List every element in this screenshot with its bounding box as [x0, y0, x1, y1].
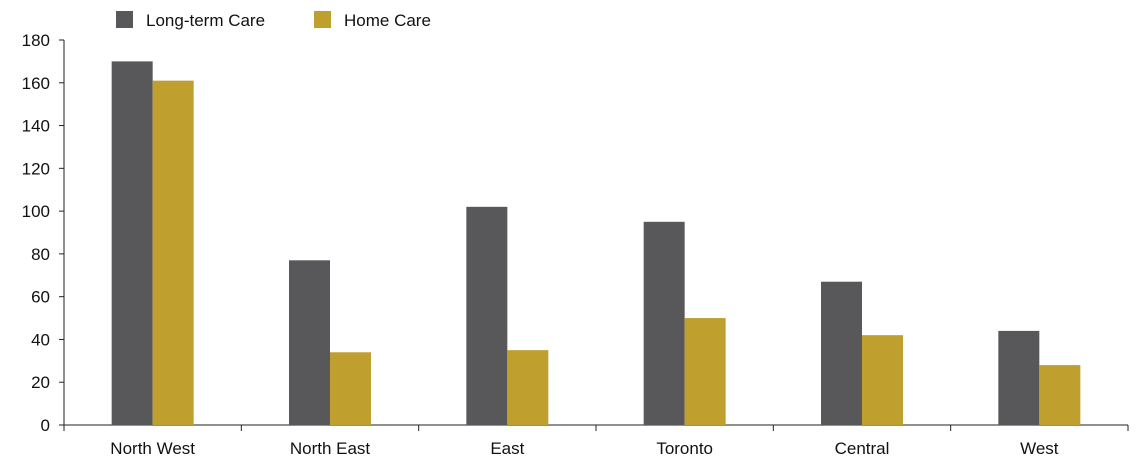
y-tick-label: 180 [22, 31, 50, 50]
y-tick-label: 60 [31, 288, 50, 307]
legend-label-long-term-care: Long-term Care [146, 11, 265, 30]
y-tick-label: 40 [31, 330, 50, 349]
legend-swatch-long-term-care [116, 11, 133, 28]
legend-swatch-home-care [314, 11, 331, 28]
bar-home-care-north-east [330, 352, 371, 425]
y-tick-label: 80 [31, 245, 50, 264]
bar-long-term-care-west [998, 330, 1040, 425]
x-tick-label-east: East [490, 439, 524, 458]
bar-long-term-care-toronto [643, 221, 685, 425]
bar-long-term-care-north-east [289, 260, 330, 425]
x-axis: North West North East East Toronto Central We… [63, 424, 1129, 458]
y-tick-label: 0 [41, 416, 50, 435]
y-tick-label: 100 [22, 202, 50, 221]
x-tick-label-north-east: North East [290, 439, 371, 458]
bar-home-care-north-west [152, 80, 194, 425]
y-axis: 0 20 40 60 80 100 120 140 160 180 [22, 31, 65, 435]
x-tick-label-north-west: North West [110, 439, 195, 458]
x-tick-label-west: West [1020, 439, 1059, 458]
bar-long-term-care-north-west [111, 61, 153, 426]
bar-home-care-east [507, 350, 549, 425]
x-tick-label-toronto: Toronto [656, 439, 713, 458]
y-tick-label: 20 [31, 373, 50, 392]
y-tick-label: 140 [22, 117, 50, 136]
y-tick-label: 120 [22, 159, 50, 178]
bar-long-term-care-central [821, 281, 862, 425]
bar-home-care-toronto [684, 318, 726, 425]
bar-long-term-care-east [466, 206, 508, 425]
bar-home-care-west [1039, 365, 1081, 425]
legend-label-home-care: Home Care [344, 11, 431, 30]
x-tick-label-central: Central [835, 439, 890, 458]
y-tick-label: 160 [22, 74, 50, 93]
bars [111, 61, 1081, 426]
bar-home-care-central [862, 335, 903, 425]
legend: Long-term Care Home Care [116, 11, 431, 30]
